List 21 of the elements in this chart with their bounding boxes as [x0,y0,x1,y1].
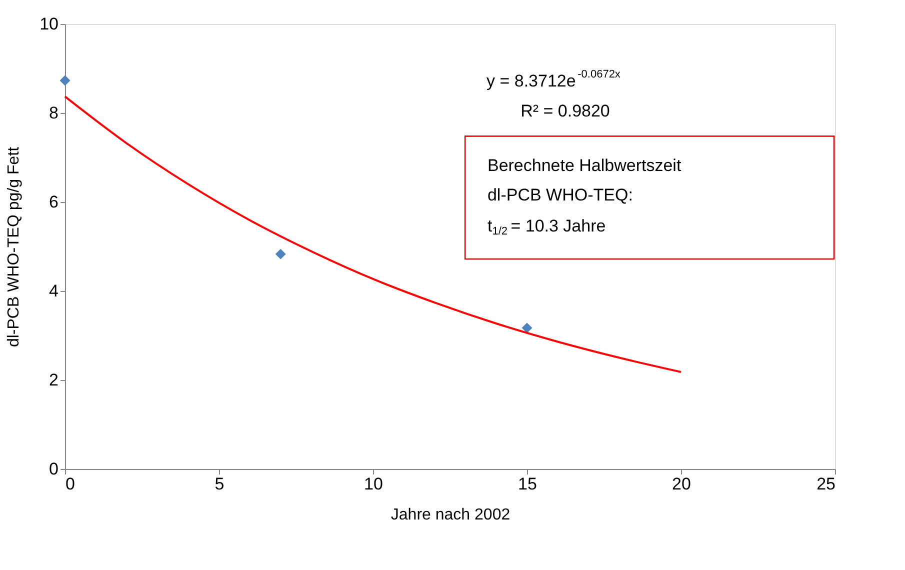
x-tick-label: 15 [518,474,537,494]
x-tick-label: 5 [214,474,224,494]
x-axis-title: Jahre nach 2002 [390,506,510,524]
y-tick-label: 0 [49,460,58,478]
y-tick-label: 2 [49,370,58,390]
x-tick-label: 0 [66,474,75,494]
x-tick-label: 25 [816,474,836,494]
y-tick-label: 8 [49,104,58,122]
annotation: dl-PCB WHO-TEQ: [487,186,633,205]
annotation: Berechnete Halbwertszeit [487,156,682,175]
y-tick-label: 10 [40,14,58,34]
line-series [64,96,682,373]
annotation: R² = 0.9820 [520,101,610,120]
x-tick-label: 20 [672,474,691,494]
y-axis-title: dl-PCB WHO-TEQ pg/g Fett [6,146,23,348]
point [60,75,70,86]
y-tick-label: 6 [49,192,58,212]
point [522,322,532,334]
point [275,248,286,260]
y-tick-label: 4 [49,282,58,300]
x-tick-label: 10 [364,474,383,494]
